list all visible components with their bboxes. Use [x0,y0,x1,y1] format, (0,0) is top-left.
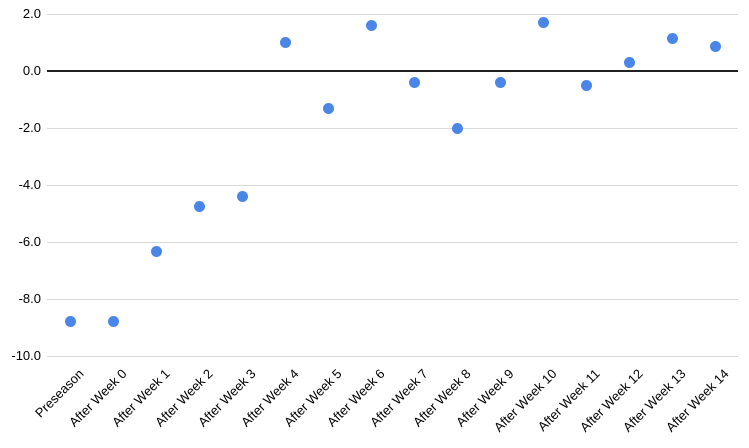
y-axis-tick-label: -4.0 [18,177,41,192]
gridline [47,185,738,186]
data-point-after-week-7[interactable] [408,76,420,88]
x-axis-tick-label: Preseason [32,366,87,421]
gridline [47,242,738,243]
data-point-after-week-10[interactable] [537,17,549,29]
data-point-after-week-3[interactable] [236,190,248,202]
data-point-after-week-12[interactable] [623,56,635,68]
y-axis-tick-label: -8.0 [18,291,41,306]
data-point-after-week-1[interactable] [150,246,162,258]
gridline [47,14,738,15]
y-axis-tick-label: 0.0 [22,63,41,78]
y-axis-tick-label: -2.0 [18,120,41,135]
data-point-after-week-0[interactable] [107,316,119,328]
data-point-preseason[interactable] [64,316,76,328]
y-axis-tick-label: 2.0 [22,6,41,21]
zero-axis-line [47,70,738,72]
data-point-after-week-14[interactable] [709,41,721,53]
data-point-after-week-4[interactable] [279,37,291,48]
data-point-after-week-11[interactable] [580,79,592,91]
y-axis-tick-label: -6.0 [18,234,41,249]
data-point-after-week-2[interactable] [193,200,205,212]
data-point-after-week-6[interactable] [365,19,377,31]
y-axis-tick-label: -10.0 [11,348,41,363]
data-point-after-week-5[interactable] [322,102,334,114]
gridline [47,128,738,129]
data-point-after-week-13[interactable] [666,32,678,44]
data-point-after-week-9[interactable] [494,76,506,88]
gridline [47,299,738,300]
gridline [47,356,738,357]
data-point-after-week-8[interactable] [451,122,463,134]
